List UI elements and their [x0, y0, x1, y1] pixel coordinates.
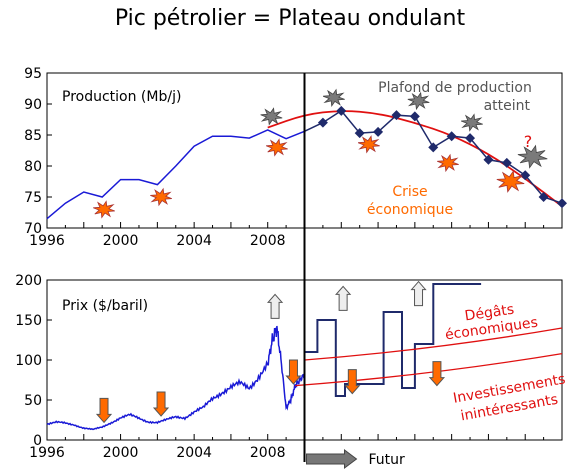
production-xtick-label: 1996 — [29, 233, 65, 249]
crisis-burst — [437, 153, 459, 173]
crisis-annotation-line1: Crise — [392, 184, 427, 200]
production-xtick-label: 2000 — [103, 233, 139, 249]
production-scenario-point — [428, 142, 439, 153]
ceiling-annotation-line2: atteint — [484, 98, 531, 114]
price-drop-arrow — [285, 359, 302, 385]
price-ytick-label: 150 — [15, 313, 42, 329]
production-scenario-point — [538, 192, 549, 202]
price-drop-arrow — [152, 391, 170, 417]
price-panel-label: Prix ($/baril) — [62, 298, 148, 314]
production-ytick-label: 75 — [24, 190, 42, 206]
production-ytick-label: 80 — [24, 159, 42, 175]
question-mark: ? — [524, 132, 533, 151]
plateau-burst — [517, 144, 548, 169]
price-xtick-label: 2004 — [176, 445, 212, 461]
production-scenario-point — [483, 154, 494, 165]
page-title: Pic pétrolier = Plateau ondulant — [114, 6, 466, 31]
production-panel-label: Production (Mb/j) — [62, 89, 181, 105]
plateau-burst — [260, 107, 283, 126]
price-ytick-label: 200 — [15, 273, 42, 289]
production-historical-line — [46, 129, 305, 220]
production-ytick-label: 85 — [24, 128, 42, 144]
crisis-burst — [150, 187, 172, 207]
crisis-burst — [265, 138, 288, 157]
price-xtick-label: 2000 — [103, 445, 139, 461]
production-xtick-label: 2008 — [250, 233, 286, 249]
price-historical-line — [46, 325, 306, 431]
price-scenario-step-line — [304, 283, 482, 397]
plateau-burst — [460, 113, 483, 132]
production-scenario-point — [501, 157, 512, 168]
price-ytick-label: 50 — [24, 393, 42, 409]
price-xtick-label: 1996 — [29, 445, 65, 461]
price-drop-arrow — [344, 369, 361, 395]
production-ytick-label: 90 — [24, 97, 42, 113]
production-scenario-point — [446, 131, 457, 142]
price-drop-arrow — [428, 361, 446, 387]
production-scenario-point — [317, 117, 328, 128]
production-scenario-point — [373, 126, 384, 137]
future-label: Futur — [369, 452, 406, 468]
ceiling-annotation-line1: Plafond de production — [378, 80, 532, 96]
future-arrow-icon — [306, 449, 358, 469]
crisis-burst — [93, 200, 115, 219]
production-scenario-point — [465, 133, 476, 144]
price-xtick-label: 2008 — [250, 445, 286, 461]
production-scenario-point — [354, 128, 365, 139]
production-scenario-point — [336, 105, 347, 116]
production-ytick-label: 70 — [24, 221, 42, 237]
production-xtick-label: 2004 — [176, 233, 212, 249]
crisis-burst — [357, 135, 380, 154]
price-trend-line — [295, 352, 563, 387]
price-spike-arrow — [266, 293, 284, 319]
plateau-burst — [322, 88, 345, 108]
price-drop-arrow — [95, 397, 113, 424]
price-spike-arrow — [410, 280, 427, 307]
production-ytick-label: 95 — [24, 66, 42, 82]
production-scenario-point — [409, 111, 420, 122]
production-scenario-point — [557, 198, 567, 209]
damage-annotation-line1: Dégâts — [464, 302, 515, 325]
price-trend-line — [304, 327, 563, 361]
price-spike-arrow — [335, 285, 352, 311]
price-ytick-label: 100 — [15, 353, 42, 369]
price-ytick-label: 0 — [33, 433, 42, 449]
plateau-burst — [407, 91, 430, 111]
crisis-annotation-line2: économique — [367, 202, 453, 218]
production-scenario-point — [391, 110, 402, 121]
production-scenario-point — [520, 170, 531, 181]
crisis-burst — [496, 170, 525, 193]
